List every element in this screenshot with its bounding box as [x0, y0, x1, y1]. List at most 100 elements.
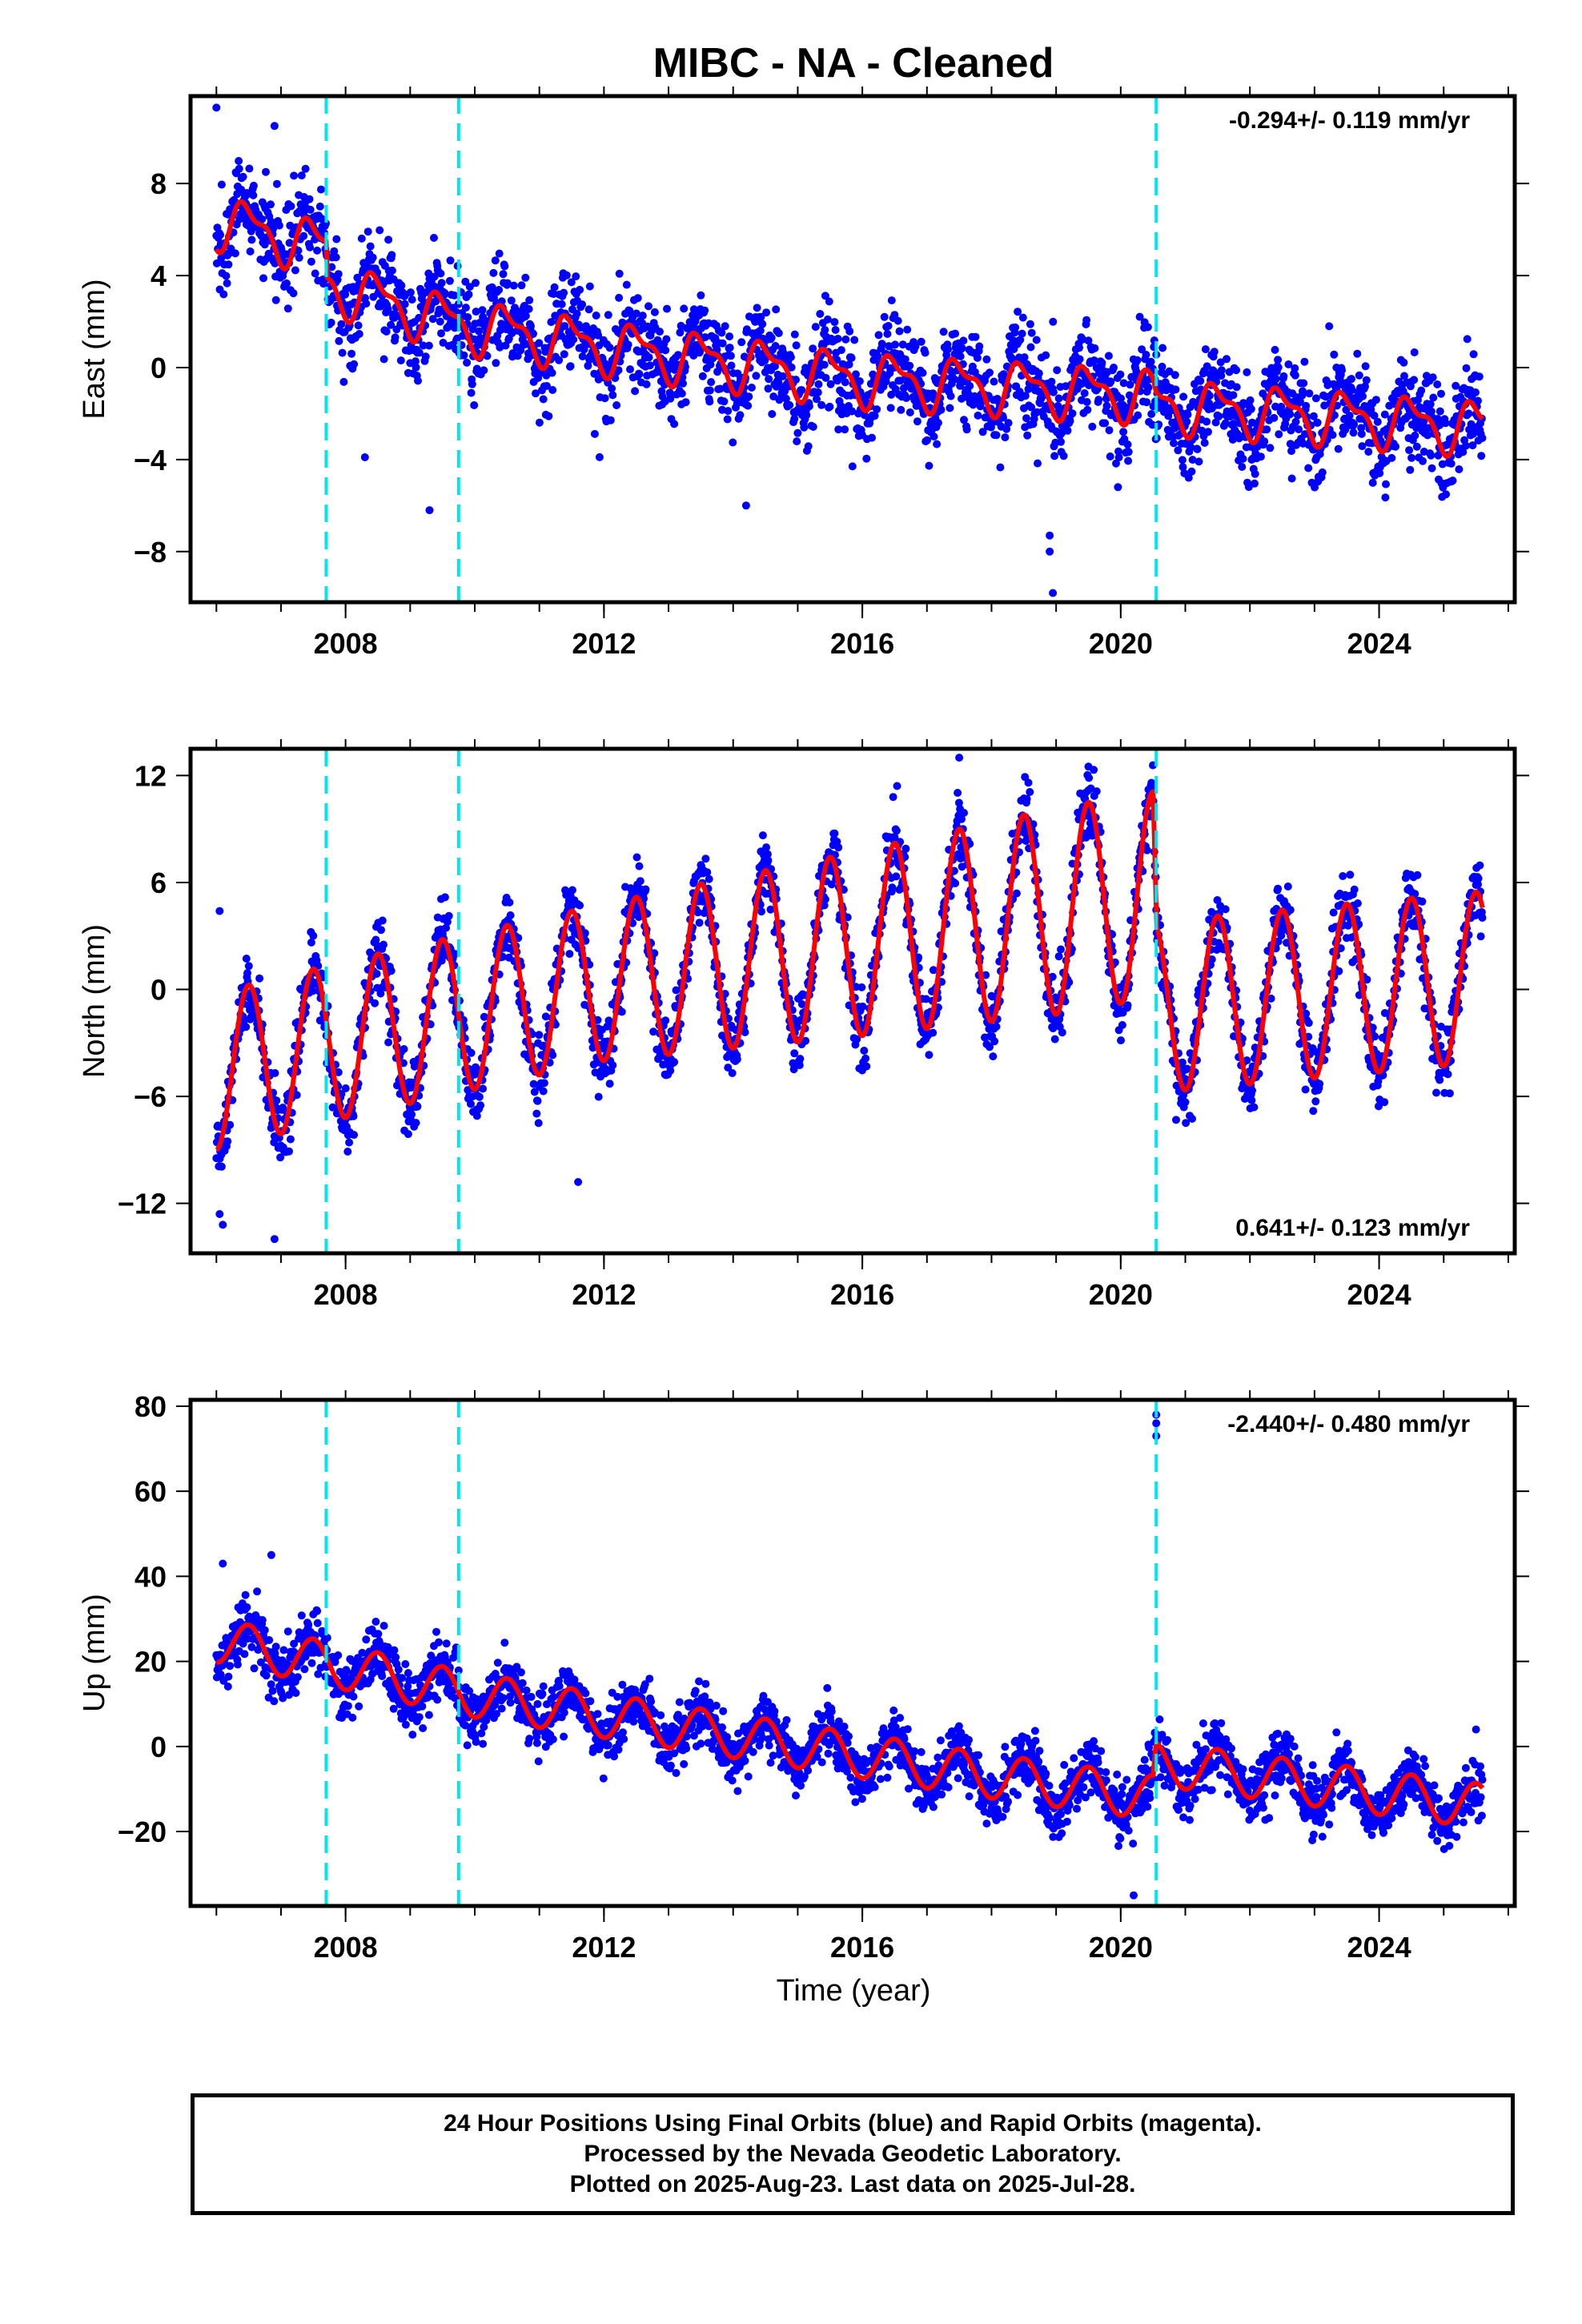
data-point: [1119, 428, 1128, 436]
data-point: [954, 789, 962, 797]
data-point: [809, 344, 817, 353]
data-point: [436, 269, 445, 278]
data-point: [1302, 401, 1311, 410]
data-point: [1475, 372, 1484, 381]
data-point: [1330, 411, 1339, 420]
data-point: [572, 272, 580, 281]
data-point: [681, 398, 690, 407]
data-point: [1088, 422, 1097, 431]
data-point: [311, 269, 319, 278]
data-point: [1419, 417, 1428, 426]
data-point: [379, 940, 387, 949]
data-point: [841, 378, 849, 387]
data-point: [350, 360, 359, 368]
data-point: [1318, 468, 1327, 476]
data-point: [313, 246, 322, 255]
data-point: [343, 1148, 352, 1156]
data-point: [1463, 335, 1472, 344]
data-point: [445, 276, 454, 285]
data-point: [1102, 401, 1111, 410]
data-point: [1117, 394, 1125, 403]
data-point: [848, 462, 857, 471]
data-point: [733, 1055, 741, 1063]
data-point: [415, 348, 424, 357]
data-point: [305, 195, 314, 203]
data-point: [626, 365, 634, 374]
data-point: [1196, 376, 1205, 385]
data-point: [1274, 356, 1283, 364]
data-point: [1357, 429, 1366, 438]
data-point: [862, 454, 871, 463]
data-point: [1357, 424, 1366, 432]
data-point: [887, 390, 896, 399]
data-point: [992, 1023, 1001, 1031]
data-point: [897, 405, 905, 414]
data-point: [1053, 366, 1062, 375]
data-point: [1347, 375, 1356, 384]
data-point: [989, 1052, 998, 1061]
data-point: [468, 380, 476, 388]
data-point: [569, 336, 578, 344]
data-point: [1004, 419, 1013, 428]
data-point: [1181, 1098, 1190, 1107]
data-point: [272, 179, 281, 188]
data-point: [889, 793, 897, 802]
data-point: [375, 226, 384, 235]
data-point: [521, 312, 530, 320]
data-point: [338, 348, 347, 357]
data-point: [605, 1080, 614, 1088]
data-point: [960, 809, 968, 817]
data-point: [661, 346, 670, 355]
data-point: [1144, 384, 1153, 392]
data-point: [327, 263, 336, 271]
data-point: [249, 181, 258, 190]
data-point: [600, 394, 609, 403]
data-point: [800, 423, 809, 432]
data-point: [1472, 388, 1480, 396]
data-point: [1251, 469, 1259, 478]
data-point: [1305, 389, 1314, 398]
data-point: [1459, 448, 1468, 456]
data-point: [212, 259, 221, 267]
data-point: [492, 359, 500, 368]
data-point: [384, 235, 393, 244]
data-point: [1106, 377, 1115, 386]
data-point: [1026, 343, 1035, 352]
data-point: [1119, 379, 1128, 388]
data-point: [1183, 410, 1192, 419]
data-point: [271, 296, 280, 304]
data-point: [1193, 445, 1202, 453]
data-point: [913, 417, 921, 426]
data-point: [884, 322, 893, 330]
data-point: [758, 320, 767, 328]
data-point: [507, 296, 516, 305]
data-point: [893, 316, 902, 325]
data-point: [271, 1069, 279, 1077]
data-point: [958, 344, 966, 352]
data-point: [870, 412, 879, 420]
y-tick-label: 0: [151, 352, 167, 384]
data-point: [594, 1092, 603, 1101]
data-point: [615, 293, 624, 302]
data-point: [1133, 356, 1142, 364]
data-point: [1427, 464, 1436, 472]
data-point: [756, 326, 765, 335]
data-point: [535, 418, 544, 427]
data-point: [521, 273, 530, 282]
data-point: [873, 405, 881, 414]
data-point: [1063, 426, 1072, 435]
data-point: [400, 300, 409, 308]
data-point: [259, 274, 267, 283]
data-point: [464, 313, 472, 322]
data-point: [747, 384, 756, 392]
data-point: [1057, 437, 1065, 446]
data-point: [1462, 364, 1471, 372]
data-point: [347, 349, 356, 358]
data-point: [635, 862, 644, 870]
data-point: [286, 221, 295, 230]
data-point: [644, 353, 653, 362]
data-point: [1283, 883, 1292, 891]
data-point: [1066, 416, 1074, 425]
data-point: [525, 296, 534, 304]
data-point: [540, 1079, 548, 1088]
